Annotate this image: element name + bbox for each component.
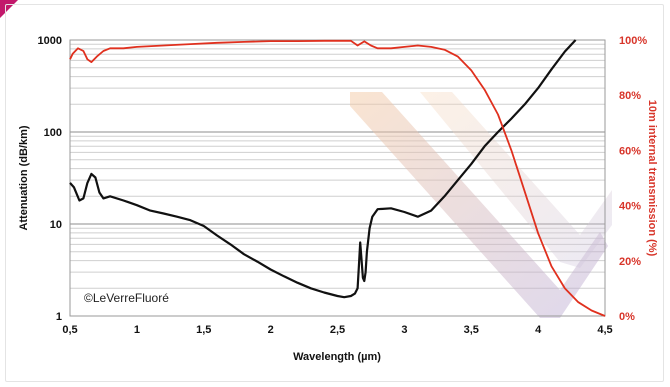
y2-tick-label: 40% — [619, 201, 641, 213]
ticks-layer: 0,5 1 1,5 2 2,5 3 3,5 4 4,51000100101100%80%60%4… — [38, 35, 648, 336]
x-axis-title: Wavelength (µm) — [293, 351, 381, 363]
x-tick-label: 1,5 — [196, 324, 211, 336]
x-tick-label: 4 — [535, 324, 542, 336]
x-tick-label: 1 — [134, 324, 140, 336]
transmission-line — [69, 39, 606, 317]
y2-axis-title: 10m internal transmission (%) — [646, 100, 658, 257]
logo-watermark — [350, 92, 612, 318]
y2-tick-label: 0% — [619, 311, 635, 323]
y-tick-label: 100 — [44, 127, 62, 139]
y2-tick-label: 60% — [619, 145, 641, 157]
y2-tick-label: 100% — [619, 35, 647, 47]
x-tick-label: 2 — [268, 324, 274, 336]
y-axis-title: Attenuation (dB/km) — [18, 125, 30, 230]
x-tick-label: 3 — [401, 324, 407, 336]
x-tick-label: 4,5 — [597, 324, 612, 336]
series-layer — [69, 39, 606, 317]
x-tick-label: 3,5 — [464, 324, 479, 336]
attenuation-line — [69, 39, 577, 299]
chart-frame — [5, 4, 664, 382]
y2-tick-label: 20% — [619, 256, 641, 268]
y2-tick-label: 80% — [619, 90, 641, 102]
y-tick-label: 1 — [56, 311, 62, 323]
copyright-watermark: ©LeVerreFluoré — [84, 291, 169, 305]
y-tick-label: 10 — [50, 219, 62, 231]
y-tick-label: 1000 — [38, 35, 62, 47]
x-tick-label: 0,5 — [62, 324, 77, 336]
x-tick-label: 2,5 — [330, 324, 345, 336]
grid — [70, 39, 605, 317]
